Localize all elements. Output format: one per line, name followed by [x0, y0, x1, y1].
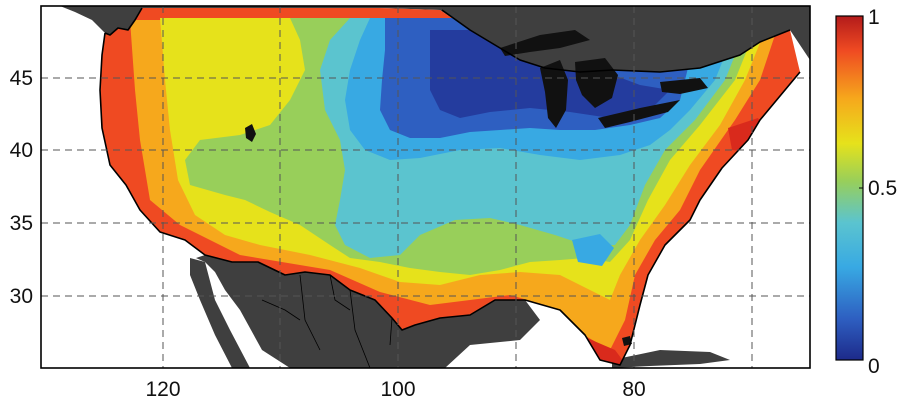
mexico-state-lines: [261, 274, 393, 369]
colorbar-label-mid: 0.5: [868, 177, 897, 200]
canada-landmass: [60, 6, 810, 72]
y-tick-label-40: 40: [10, 139, 33, 162]
colorbar-label-min: 0: [868, 355, 880, 378]
great-lakes: [245, 30, 708, 346]
lake-okeechobee: [622, 336, 632, 346]
grid: [41, 6, 810, 368]
colorbar-gradient: [835, 15, 864, 361]
lake-erie: [598, 100, 680, 128]
lake-ontario: [660, 78, 708, 94]
lake-michigan: [540, 60, 568, 128]
cuba-island: [612, 350, 730, 368]
mexico-landmass: [196, 255, 540, 368]
great-salt-lake: [245, 124, 256, 142]
colorbar-label-max: 1: [868, 6, 880, 29]
y-tick-label-45: 45: [10, 67, 33, 90]
x-tick-label-80: 80: [622, 378, 645, 401]
x-tick-label-100: 100: [380, 378, 415, 401]
contour-southeast-teal-spot: [572, 234, 614, 266]
y-tick-label-30: 30: [10, 285, 33, 308]
x-tick-label-120: 120: [145, 378, 180, 401]
plot-frame: [40, 5, 811, 369]
y-tick-label-35: 35: [10, 212, 33, 235]
lake-superior: [500, 30, 590, 56]
baja-peninsula: [190, 258, 250, 368]
colorbar: 1 0.5 0: [835, 6, 897, 378]
us-boundary-outline: [99, 7, 801, 366]
